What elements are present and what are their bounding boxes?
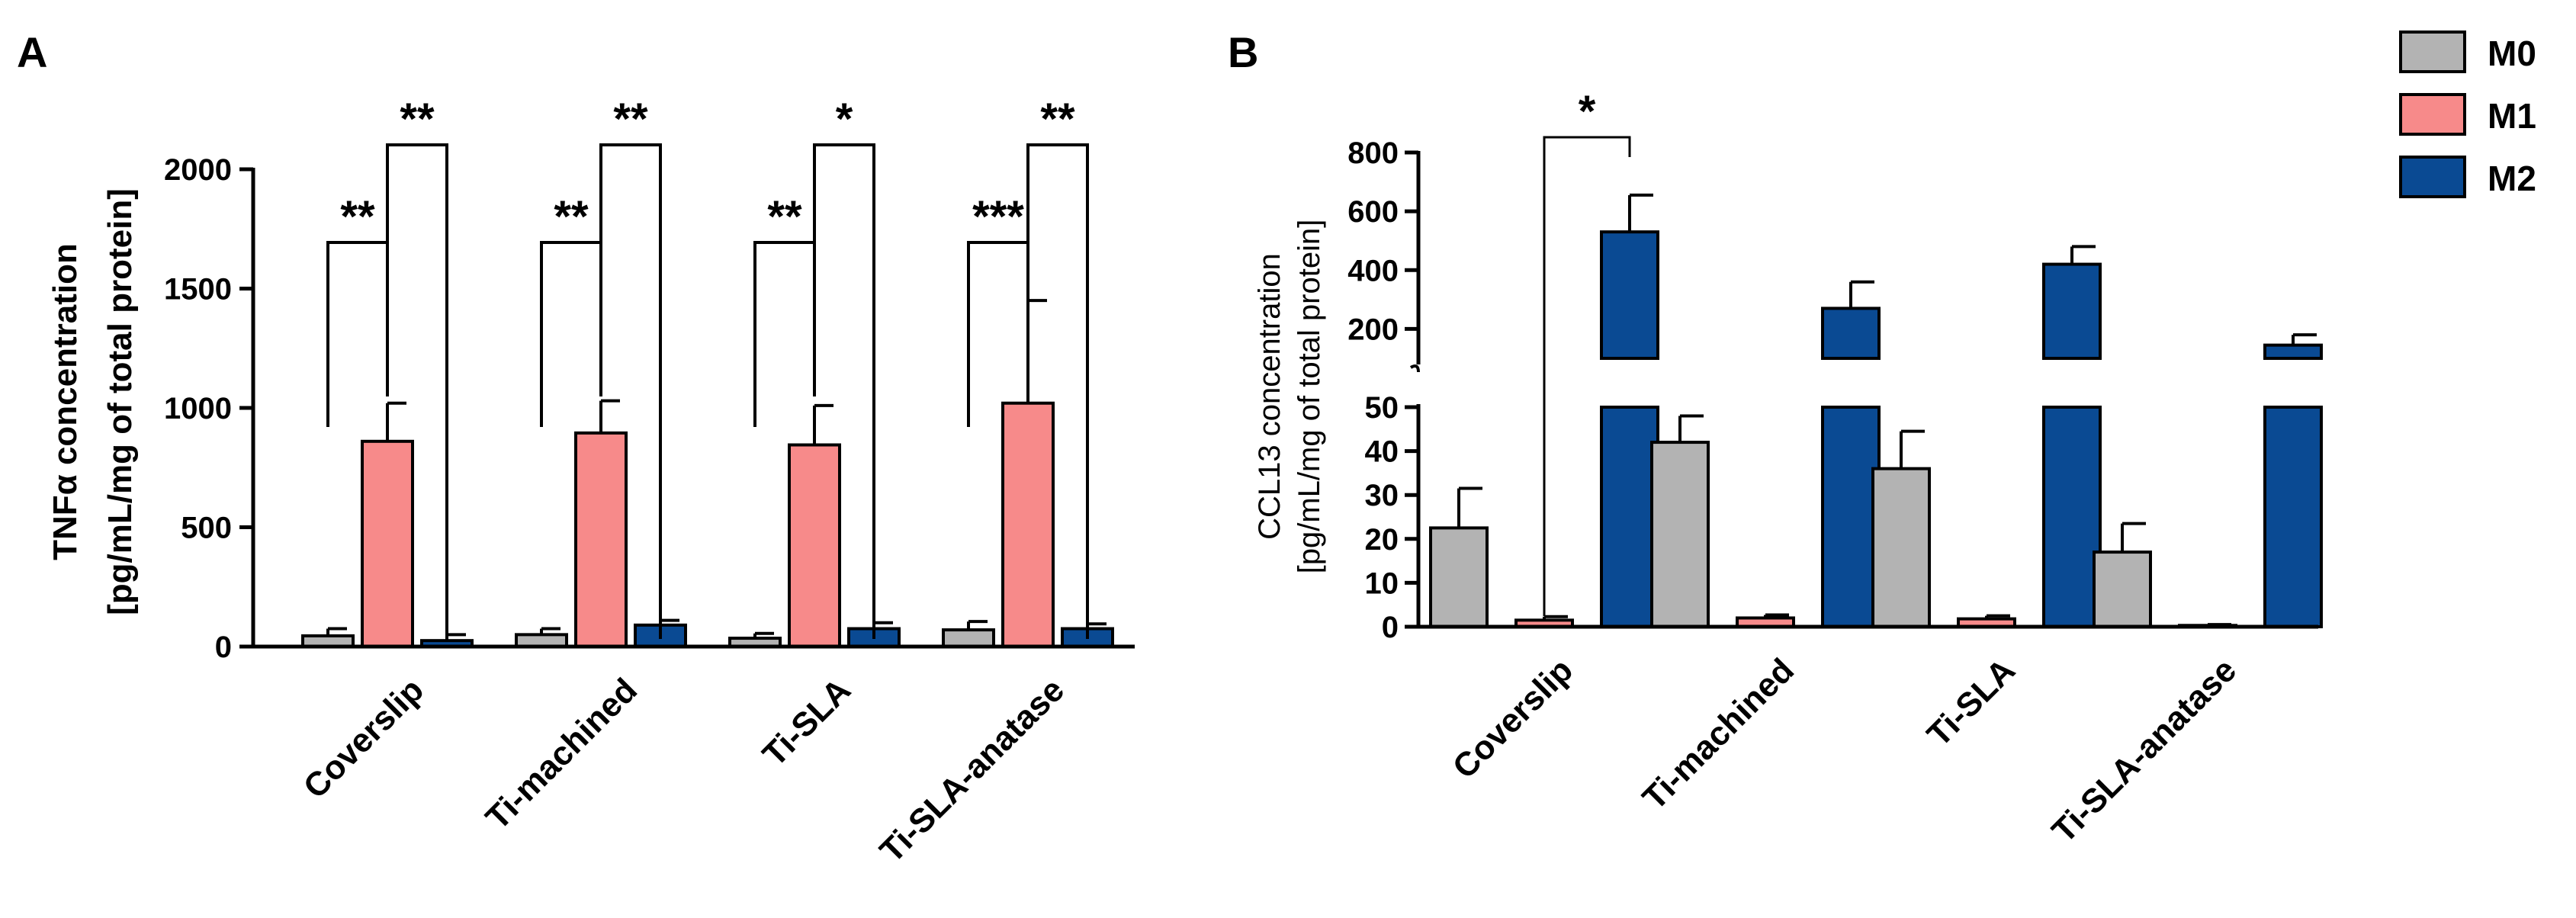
- panel-a-ytick-label-500: 500: [181, 512, 232, 545]
- sig-bracket-a-ti-machined-m0-m1: [540, 241, 602, 427]
- sig-bracket-a-ti-sla-m1-m2: [813, 143, 875, 639]
- legend-swatch-m2: [2399, 156, 2466, 198]
- panel-a-label: A: [17, 28, 47, 76]
- bar-b-ti-sla-anatase-m2-break-gap: [2262, 360, 2324, 406]
- sig-bracket-a-coverslip-m0-m1: [326, 241, 389, 427]
- panel-a-ytick-label-1000: 1000: [164, 392, 232, 425]
- legend-swatch-m0: [2399, 30, 2466, 73]
- bar-b-ti-sla-m2: [2041, 262, 2103, 628]
- panel-a-category-ti-sla: Ti-SLA: [756, 671, 858, 773]
- sig-label-a-ti-sla-m0-m1: **: [767, 192, 802, 242]
- sig-label-a-coverslip-m1-m2: **: [400, 95, 435, 144]
- sig-label-a-coverslip-m0-m1: **: [340, 192, 375, 242]
- bar-b-coverslip-m2: [1598, 230, 1661, 628]
- sig-label-a-ti-sla-m1-m2: *: [836, 95, 853, 144]
- bar-b-ti-sla-anatase-m0: [2093, 550, 2152, 629]
- bar-b-coverslip-m2-upper: [1600, 230, 1659, 360]
- panel-a-ylabel-line1: TNFα concentration: [47, 243, 84, 560]
- bar-b-ti-machined-m2-upper: [1821, 307, 1881, 360]
- bar-b-coverslip-m2-break-gap: [1598, 360, 1661, 406]
- bar-b-ti-sla-m2-lower: [2042, 406, 2102, 628]
- panel-a-ytick-label-2000: 2000: [164, 153, 232, 187]
- bar-a-coverslip-m1: [361, 439, 414, 648]
- bar-b-ti-sla-anatase-m2-upper: [2263, 343, 2323, 360]
- panel-a-category-ti-machined: Ti-machined: [479, 671, 644, 836]
- bar-b-ti-sla-m2-upper: [2042, 262, 2102, 361]
- panel-b-ytick-label-10: 10: [1365, 567, 1399, 600]
- panel-b-ytick-label-400: 400: [1347, 254, 1399, 287]
- legend-label-m1: M1: [2488, 96, 2536, 136]
- sig-bracket-a-ti-sla-m0-m1: [753, 241, 816, 427]
- bar-a-ti-sla-m1: [788, 443, 841, 648]
- panel-b-ylabel-line1: CCL13 concentration: [1253, 253, 1286, 540]
- panel-a-category-coverslip: Coverslip: [297, 671, 431, 805]
- bar-b-ti-sla-anatase-m2: [2262, 343, 2324, 628]
- sig-bracket-a-ti-sla-anatase-m0-m1: [967, 241, 1029, 427]
- legend: M0 M1 M2: [2399, 30, 2536, 198]
- panel-b-ytick-label-800: 800: [1347, 136, 1399, 170]
- panel-a-category-ti-sla-anatase: Ti-SLA-anatase: [873, 671, 1072, 870]
- legend-swatch-m1: [2399, 93, 2466, 136]
- bar-a-ti-sla-anatase-m0: [942, 628, 995, 649]
- panel-b-ytick-label-30: 30: [1365, 479, 1399, 512]
- bar-b-ti-machined-m0: [1650, 441, 1710, 629]
- sig-bracket-b-coverslip-m1-m2: [1543, 136, 1631, 616]
- panel-b-ytick-label-40: 40: [1365, 435, 1399, 469]
- sig-bracket-a-ti-machined-m1-m2: [599, 143, 662, 639]
- panel-b-ytick-label-50: 50: [1365, 391, 1399, 425]
- bar-b-ti-sla-m2-break-gap: [2041, 360, 2103, 406]
- panel-b-category-coverslip: Coverslip: [1446, 651, 1580, 785]
- sig-label-a-ti-sla-anatase-m1-m2: **: [1040, 95, 1075, 144]
- bar-b-ti-machined-m2-lower: [1821, 406, 1881, 628]
- sig-label-a-ti-sla-anatase-m0-m1: ***: [972, 192, 1024, 242]
- bar-b-coverslip-m0: [1429, 526, 1489, 629]
- panel-b-ytick-label-600: 600: [1347, 195, 1399, 229]
- sig-label-b-coverslip-m1-m2: *: [1579, 87, 1596, 136]
- panel-b-ylabel-line2: [pg/mL/mg of total protein]: [1293, 220, 1326, 574]
- panel-b-ytick-label-0: 0: [1382, 611, 1399, 644]
- bar-a-ti-machined-m1: [574, 431, 628, 648]
- panel-a-ytick-label-0: 0: [215, 631, 232, 664]
- legend-label-m2: M2: [2488, 159, 2536, 198]
- panel-b-ytick-label-200: 200: [1347, 313, 1399, 346]
- panel-b-chart: * 0 10 20 30 40 50 200 400 600 800 Coverslip Ti-ma…: [1253, 87, 2324, 850]
- panel-a-ytick-label-1500: 1500: [164, 273, 232, 307]
- panel-b-category-ti-machined: Ti-machined: [1636, 651, 1801, 817]
- sig-label-a-ti-machined-m0-m1: **: [554, 192, 589, 242]
- panel-b-label: B: [1228, 28, 1258, 76]
- sig-label-a-ti-machined-m1-m2: **: [613, 95, 648, 144]
- panel-b-axis-break-mark: [1409, 364, 1420, 373]
- bar-b-ti-sla-m0: [1871, 467, 1931, 629]
- bar-a-ti-sla-anatase-m1: [1001, 401, 1055, 648]
- panel-b-category-ti-sla-anatase: Ti-SLA-anatase: [2045, 651, 2244, 850]
- panel-b-category-ti-sla: Ti-SLA: [1920, 651, 2022, 753]
- bar-b-ti-sla-anatase-m2-lower: [2263, 406, 2323, 628]
- legend-label-m0: M0: [2488, 34, 2536, 73]
- bar-b-ti-machined-m2-break-gap: [1820, 360, 1882, 406]
- panel-b-ytick-label-20: 20: [1365, 523, 1399, 557]
- bar-b-ti-machined-m2: [1820, 307, 1882, 628]
- sig-bracket-a-ti-sla-anatase-m1-m2: [1026, 143, 1089, 639]
- bar-b-coverslip-m2-lower: [1600, 406, 1659, 628]
- sig-bracket-a-coverslip-m1-m2: [386, 143, 448, 639]
- panel-a-ylabel-line2: [pg/mL/mg of total protein]: [101, 188, 139, 615]
